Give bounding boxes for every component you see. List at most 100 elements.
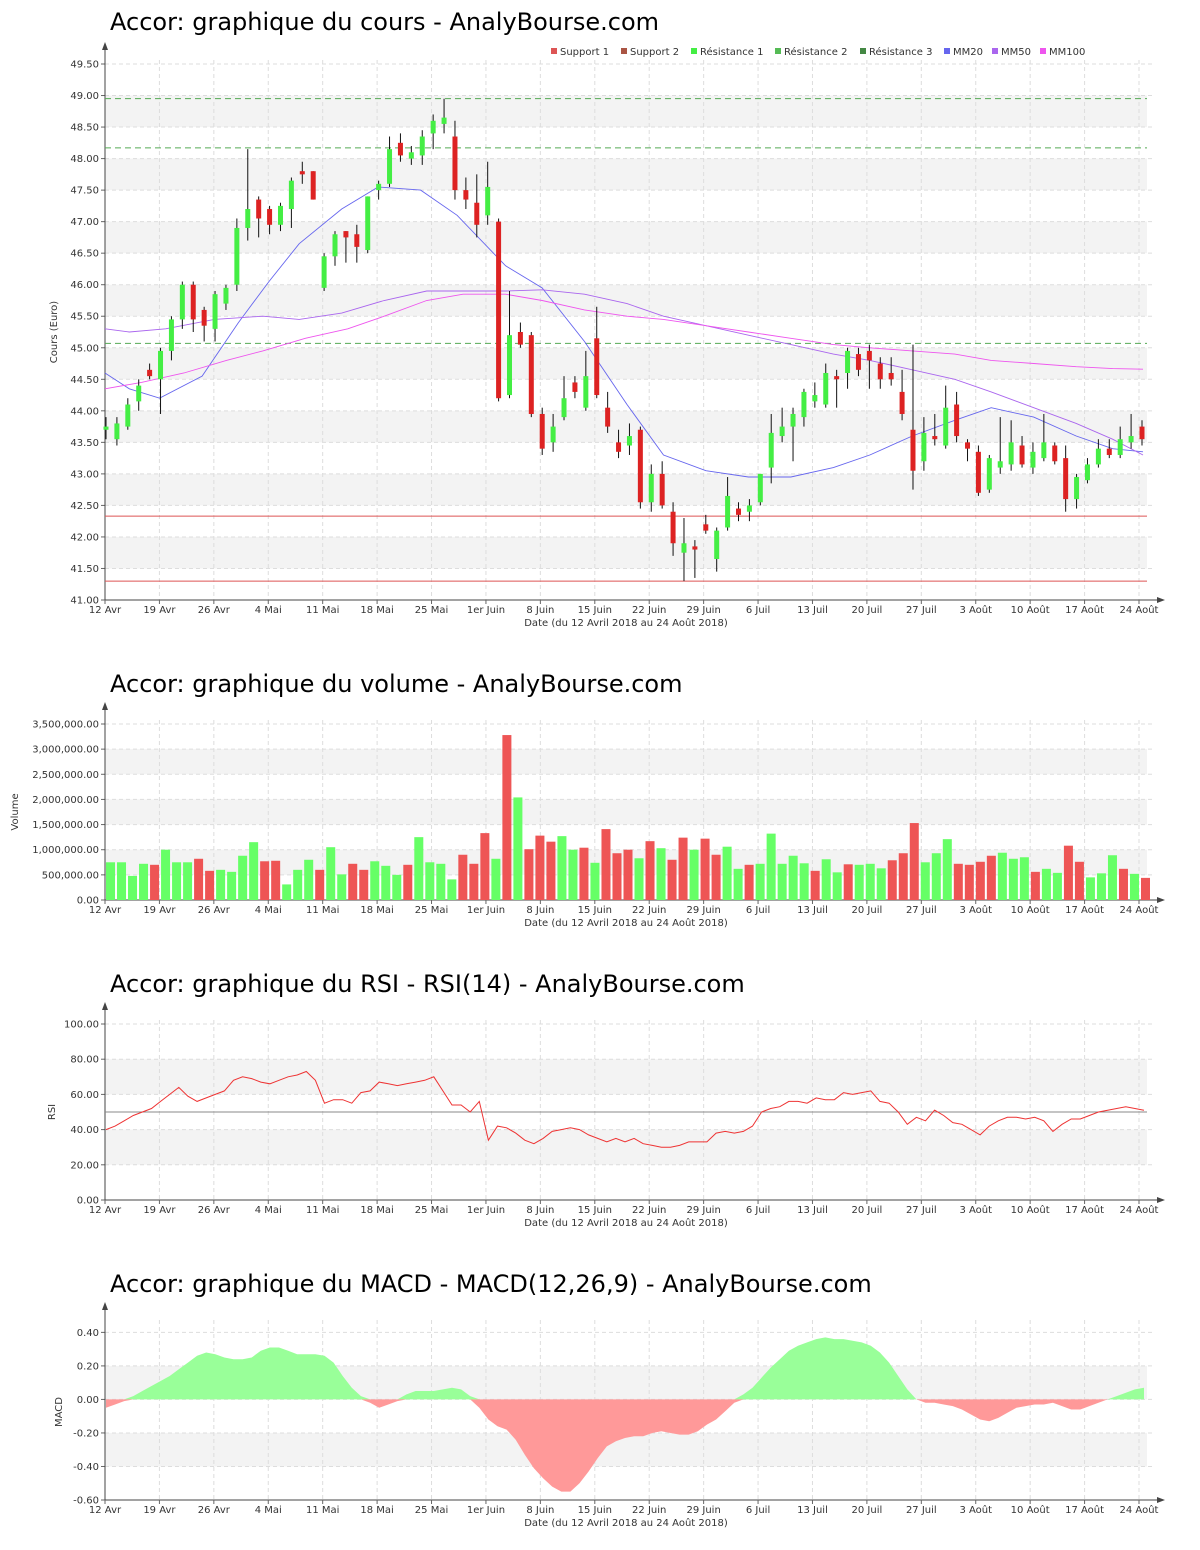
candle-body — [234, 227, 240, 285]
x-tick-label: 6 Juil — [746, 1205, 770, 1216]
y-tick-label: 20.00 — [70, 1160, 99, 1171]
candle — [190, 281, 196, 332]
x-tick-label: 27 Juil — [906, 905, 937, 916]
x-tick-label: 22 Juin — [632, 1205, 666, 1216]
candle — [419, 130, 425, 165]
y-axis-arrow — [102, 42, 108, 50]
candle — [692, 540, 698, 578]
x-tick-label: 24 Août — [1120, 1504, 1159, 1516]
x-tick-label: 25 Mai — [415, 605, 448, 616]
y-tick-label: 44.50 — [70, 375, 99, 386]
grid-band — [105, 536, 1147, 569]
candle-body — [158, 350, 164, 380]
legend-item: Résistance 3 — [860, 46, 932, 58]
volume-bar — [1041, 868, 1051, 900]
x-tick-label: 13 Juil — [797, 905, 828, 916]
candle — [746, 499, 752, 522]
candle-body — [594, 338, 600, 396]
candle-body — [365, 196, 371, 251]
candle-body — [626, 436, 632, 446]
volume-bar — [777, 863, 787, 900]
volume-bar — [1107, 855, 1117, 900]
y-tick-label: 43.50 — [70, 438, 99, 449]
volume-bar — [293, 869, 303, 900]
x-tick-label: 20 Juil — [852, 1205, 883, 1216]
grid-band — [105, 473, 1147, 506]
volume-bar — [766, 833, 776, 900]
volume-bar — [1008, 858, 1018, 900]
y-tick-label: 45.00 — [70, 343, 99, 354]
x-tick-label: 10 Août — [1011, 1504, 1050, 1516]
x-tick-label: 13 Juil — [797, 1205, 828, 1216]
candle-body — [332, 234, 338, 257]
y-tick-label: 47.00 — [70, 217, 99, 228]
volume-title: Accor: graphique du volume - AnalyBourse… — [110, 670, 683, 698]
candle-body — [899, 391, 905, 414]
candle — [855, 347, 861, 377]
y-tick-label: 49.50 — [70, 60, 99, 71]
x-axis-arrow — [1157, 1197, 1165, 1203]
x-tick-label: 17 Août — [1065, 1204, 1104, 1216]
candle — [943, 385, 949, 449]
candle — [550, 413, 556, 452]
x-tick-label: 19 Avr — [143, 905, 176, 916]
volume-bar — [821, 859, 831, 900]
x-tick-label: 11 Mai — [306, 605, 339, 616]
x-tick-label: 18 Mai — [360, 905, 393, 916]
volume-bar — [865, 863, 875, 900]
candle-body — [168, 319, 174, 351]
x-tick-label: 4 Mai — [255, 1505, 282, 1516]
candle-body — [277, 205, 283, 225]
price-title: Accor: graphique du cours - AnalyBourse.… — [110, 8, 660, 36]
candle — [888, 357, 894, 386]
y-tick-label: 40.00 — [70, 1125, 99, 1136]
candle-body — [485, 186, 491, 216]
legend-item: Support 1 — [551, 47, 609, 58]
volume-bar — [590, 862, 600, 900]
candle — [288, 177, 294, 228]
legend-swatch — [992, 48, 998, 54]
x-tick-label: 3 Août — [959, 604, 992, 616]
volume-bar — [414, 837, 424, 900]
x-tick-label: 25 Mai — [415, 905, 448, 916]
legend-label: Support 1 — [560, 47, 609, 58]
grid-band — [105, 95, 1147, 128]
candle-body — [1052, 445, 1058, 462]
x-tick-label: 27 Juil — [906, 605, 937, 616]
candle — [310, 171, 316, 200]
candle-body — [310, 171, 316, 200]
candle — [975, 445, 981, 496]
legend-item: Résistance 2 — [775, 46, 847, 58]
candle-body — [267, 209, 273, 225]
candle — [1106, 439, 1112, 459]
x-tick-label: 22 Juin — [632, 905, 666, 916]
volume-bar — [513, 797, 523, 900]
grid-band — [105, 749, 1147, 775]
volume-bar — [205, 870, 215, 900]
volume-bar — [733, 868, 743, 900]
candle — [637, 426, 643, 509]
candle — [768, 413, 774, 484]
macd-panel: Accor: graphique du MACD - MACD(12,26,9)… — [0, 1260, 1200, 1545]
y-tick-label: 0.20 — [77, 1361, 99, 1372]
volume-bar — [887, 860, 897, 900]
grid-band — [105, 158, 1147, 191]
volume-bar — [645, 841, 655, 900]
candle — [736, 502, 742, 522]
candle — [136, 379, 142, 411]
rsi-line — [105, 1070, 1145, 1148]
volume-bar — [623, 849, 633, 900]
candle-body — [496, 221, 502, 399]
candle — [168, 316, 174, 361]
volume-bar — [755, 863, 765, 900]
y-tick-label: 3,000,000.00 — [32, 745, 99, 756]
x-axis-title: Date (du 12 Avril 2018 au 24 Août 2018) — [524, 617, 728, 629]
x-tick-label: 3 Août — [959, 1504, 992, 1516]
x-axis-arrow — [1157, 897, 1165, 903]
candle — [986, 454, 992, 493]
volume-bar — [117, 862, 127, 900]
candle-body — [801, 391, 807, 418]
y-tick-label: 45.50 — [70, 312, 99, 323]
x-tick-label: 13 Juil — [797, 1505, 828, 1516]
y-tick-label: 42.00 — [70, 532, 99, 543]
